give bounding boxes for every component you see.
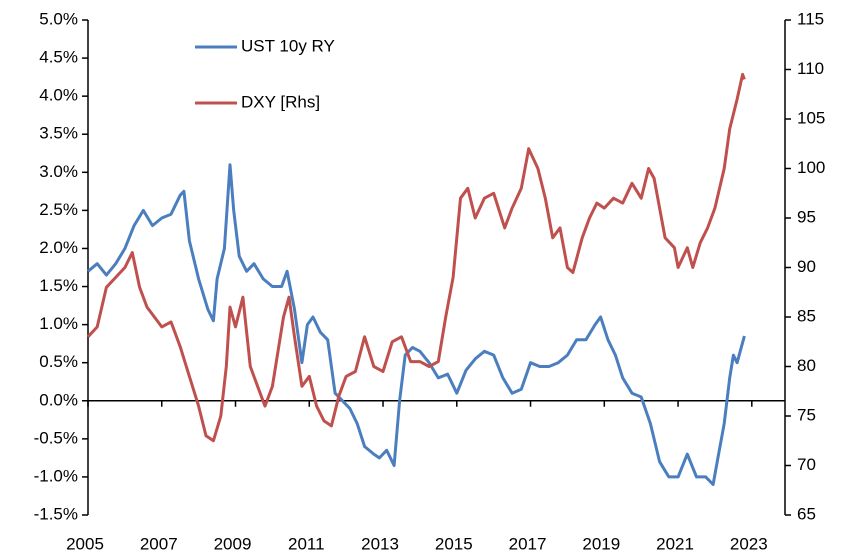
y2-tick-label: 110 [797, 59, 824, 78]
y2-tick-label: 95 [797, 207, 816, 226]
y-tick-label: 1.5% [39, 276, 78, 295]
x-tick-label: 2017 [509, 534, 547, 553]
x-tick-label: 2015 [435, 534, 473, 553]
y2-tick-label: 70 [797, 455, 816, 474]
legend-label: DXY [Rhs] [241, 92, 320, 111]
x-tick-label: 2019 [582, 534, 620, 553]
y2-tick-label: 90 [797, 257, 816, 276]
y-tick-label: 5.0% [39, 9, 78, 28]
series-line [86, 72, 746, 443]
y-tick-label: 4.5% [39, 48, 78, 67]
x-tick-label: 2005 [66, 534, 104, 553]
x-tick-label: 2007 [140, 534, 178, 553]
y-tick-label: 1.0% [39, 314, 78, 333]
x-tick-label: 2011 [288, 534, 325, 553]
y-tick-label: 0.5% [39, 352, 78, 371]
y-tick-label: 2.5% [39, 200, 78, 219]
legend-label: UST 10y RY [241, 36, 335, 55]
y2-tick-label: 115 [797, 9, 824, 28]
y-tick-label: 2.0% [39, 238, 78, 257]
y-tick-label: -1.0% [34, 466, 78, 485]
y-tick-label: 3.0% [39, 162, 78, 181]
y2-tick-label: 100 [797, 158, 825, 177]
y2-tick-label: 65 [797, 504, 816, 523]
y-tick-label: 0.0% [39, 390, 78, 409]
y2-tick-label: 105 [797, 108, 825, 127]
y-tick-label: -1.5% [34, 504, 78, 523]
y2-tick-label: 85 [797, 306, 816, 325]
x-tick-label: 2009 [214, 534, 252, 553]
series-line [87, 163, 746, 486]
y2-tick-label: 80 [797, 356, 816, 375]
x-tick-label: 2021 [656, 534, 694, 553]
y2-tick-label: 75 [797, 405, 816, 424]
x-tick-label: 2013 [361, 534, 399, 553]
y-tick-label: 3.5% [39, 124, 78, 143]
y-tick-label: 4.0% [39, 86, 78, 105]
x-tick-label: 2023 [730, 534, 768, 553]
y-tick-label: -0.5% [34, 428, 78, 447]
